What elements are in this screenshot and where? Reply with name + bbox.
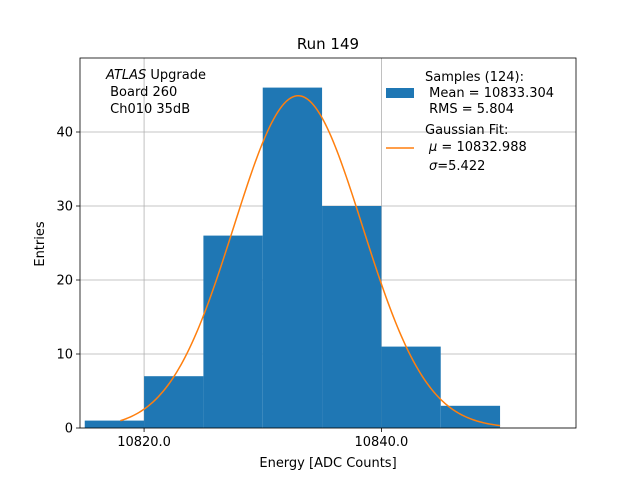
legend-samples-swatch — [386, 88, 414, 98]
mu-symbol: μ — [428, 140, 437, 155]
y-tick-label: 10 — [56, 348, 73, 363]
legend-fit-sigma: σ=5.422 — [429, 159, 485, 174]
y-tick-label: 40 — [56, 126, 73, 141]
legend-fit-header: Gaussian Fit: — [425, 123, 508, 138]
legend-samples-rms: RMS = 5.804 — [425, 102, 514, 117]
board-label: Board 260 — [106, 85, 177, 100]
histogram-bars — [84, 87, 501, 428]
x-tick-label: 10820.0 — [117, 435, 171, 450]
axis-ticks: 10820.0 10840.0 0 10 20 30 40 — [56, 126, 408, 451]
histogram-bar — [381, 346, 441, 428]
atlas-label: ATLAS — [105, 68, 146, 83]
run-annotation: ATLAS Upgrade Board 260 Ch010 35dB — [105, 68, 206, 117]
histogram-bar — [144, 376, 204, 428]
axes-frame — [79, 57, 577, 429]
y-tick-label: 0 — [65, 422, 73, 437]
legend-samples-header: Samples (124): — [425, 70, 524, 85]
histogram-bar — [322, 206, 382, 428]
y-tick-label: 20 — [56, 274, 73, 289]
legend-samples-mean: Mean = 10833.304 — [425, 86, 554, 101]
y-axis-label: Entries — [33, 221, 48, 267]
plot-area: 10820.0 10840.0 0 10 20 30 40 — [56, 57, 577, 451]
sigma-value: =5.422 — [437, 159, 485, 174]
mu-value: = 10832.988 — [437, 140, 526, 155]
x-tick-label: 10840.0 — [355, 435, 409, 450]
gaussian-fit-curve — [120, 95, 501, 427]
histogram-bar — [84, 420, 145, 428]
chart-title: Run 149 — [297, 35, 359, 53]
upgrade-label: Upgrade — [146, 68, 206, 83]
x-axis-label: Energy [ADC Counts] — [259, 456, 396, 471]
annotation-line-1: ATLAS Upgrade — [105, 68, 206, 83]
sigma-symbol: σ — [429, 159, 438, 174]
channel-label: Ch010 35dB — [106, 102, 190, 117]
histogram-bar — [203, 235, 263, 428]
legend: Samples (124): Mean = 10833.304 RMS = 5.… — [386, 70, 554, 174]
legend-fit-mu: μ = 10832.988 — [428, 140, 527, 155]
y-tick-label: 30 — [56, 200, 73, 215]
histogram-bar — [262, 87, 323, 428]
